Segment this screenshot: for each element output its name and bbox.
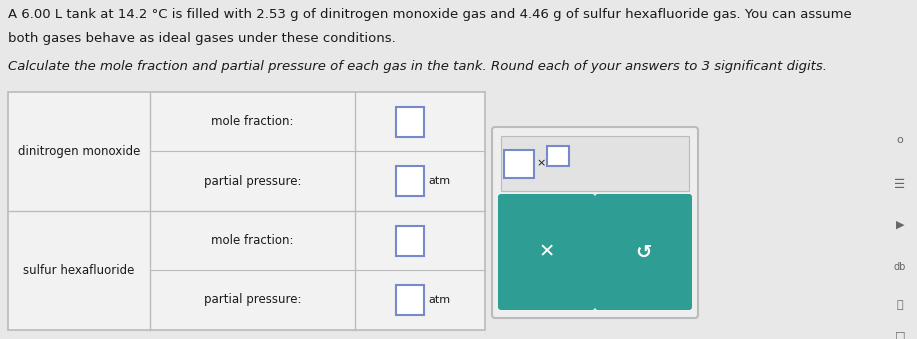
FancyBboxPatch shape — [498, 194, 595, 310]
FancyBboxPatch shape — [396, 106, 424, 137]
Text: db: db — [894, 262, 906, 272]
Text: ▶: ▶ — [896, 220, 904, 230]
Text: dinitrogen monoxide: dinitrogen monoxide — [17, 145, 140, 158]
FancyBboxPatch shape — [396, 285, 424, 315]
FancyBboxPatch shape — [595, 194, 692, 310]
FancyBboxPatch shape — [504, 149, 534, 178]
Text: o: o — [897, 135, 903, 145]
Text: partial pressure:: partial pressure: — [204, 294, 302, 306]
FancyBboxPatch shape — [396, 166, 424, 196]
Text: sulfur hexafluoride: sulfur hexafluoride — [23, 264, 135, 277]
Text: ☰: ☰ — [894, 179, 906, 192]
FancyBboxPatch shape — [547, 145, 569, 165]
Text: ✕: ✕ — [538, 242, 555, 261]
Text: Ⓐ: Ⓐ — [897, 300, 903, 310]
FancyBboxPatch shape — [8, 92, 485, 330]
Text: A 6.00 L tank at 14.2 °C is filled with 2.53 g of dinitrogen monoxide gas and 4.: A 6.00 L tank at 14.2 °C is filled with … — [8, 8, 852, 21]
Text: mole fraction:: mole fraction: — [211, 234, 293, 247]
Text: ↺: ↺ — [635, 242, 652, 261]
Text: atm: atm — [428, 176, 450, 186]
Text: □: □ — [895, 330, 905, 339]
Text: ×10: ×10 — [536, 159, 559, 168]
FancyBboxPatch shape — [396, 225, 424, 256]
Text: partial pressure:: partial pressure: — [204, 175, 302, 187]
FancyBboxPatch shape — [492, 127, 698, 318]
Text: mole fraction:: mole fraction: — [211, 115, 293, 128]
Text: Calculate the mole fraction and partial pressure of each gas in the tank. Round : Calculate the mole fraction and partial … — [8, 60, 827, 73]
FancyBboxPatch shape — [501, 136, 689, 191]
Text: both gases behave as ideal gases under these conditions.: both gases behave as ideal gases under t… — [8, 32, 396, 45]
Text: atm: atm — [428, 295, 450, 305]
